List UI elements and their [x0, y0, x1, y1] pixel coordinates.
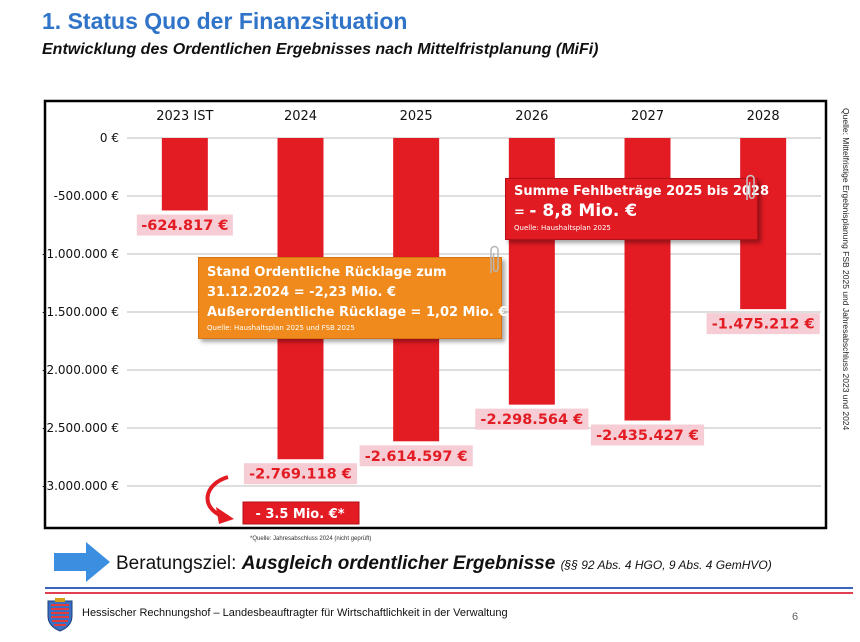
category-label: 2024 — [284, 109, 317, 124]
slide-subtitle: Entwicklung des Ordentlichen Ergebnisses… — [42, 41, 599, 58]
y-tick-label: -2.000.000 € — [42, 363, 119, 377]
data-label: -2.435.427 € — [596, 428, 699, 444]
y-tick-label: -1.000.000 € — [42, 247, 119, 261]
deficit-line-1: Summe Fehlbeträge 2025 bis 2028 — [514, 184, 770, 199]
deficit-source: Quelle: Haushaltsplan 2025 — [514, 224, 611, 232]
data-label: -2.769.118 € — [249, 467, 352, 483]
source-note-vertical: Quelle: Mittelfristige Ergebnisplanung F… — [841, 108, 851, 431]
data-label: -624.817 € — [141, 218, 228, 234]
category-label: 2028 — [747, 109, 780, 124]
category-label: 2027 — [631, 109, 664, 124]
x-axis-categories: 2023 IST 2024 2025 2026 2027 2028 — [156, 109, 780, 124]
paperclip-icon — [490, 245, 499, 273]
deficit-total: - 8,8 Mio. € — [529, 201, 638, 221]
annotation-box — [242, 501, 360, 525]
y-tick-label: -3.000.000 € — [42, 479, 119, 493]
goal-statement: Beratungsziel: Ausgleich ordentlicher Er… — [116, 553, 772, 575]
y-tick-label: -2.500.000 € — [42, 421, 119, 435]
category-label: 2026 — [515, 109, 548, 124]
reserve-line-3: Außerordentliche Rücklage = 1,02 Mio. € — [207, 305, 508, 320]
data-label-background — [243, 463, 358, 485]
data-label: -2.298.564 € — [480, 412, 583, 428]
data-label: -1.475.212 € — [712, 317, 815, 333]
reserve-source: Quelle: Haushaltsplan 2025 und FSB 2025 — [207, 324, 355, 332]
bar — [161, 138, 208, 211]
annotation-label: - 3.5 Mio. €* — [255, 507, 344, 522]
paperclip-icon — [746, 174, 755, 200]
slide-title: 1. Status Quo der Finanzsituation — [42, 8, 408, 34]
curved-arrow-icon — [205, 475, 234, 524]
divider-blue — [45, 587, 853, 589]
category-label: 2025 — [400, 109, 433, 124]
y-tick-label: 0 € — [100, 131, 119, 145]
reserve-info-box: Stand Ordentliche Rücklage zum 31.12.202… — [198, 257, 508, 339]
y-tick-label: -500.000 € — [54, 189, 119, 203]
hesse-crest-icon — [47, 598, 73, 632]
footnote: *Quelle: Jahresabschluss 2024 (nicht gep… — [250, 536, 372, 542]
right-arrow-icon — [54, 542, 110, 582]
reserve-line-1: Stand Ordentliche Rücklage zum — [207, 265, 447, 280]
y-axis-ticks: 0 € -500.000 € -1.000.000 € -1.500.000 € -2.… — [42, 131, 119, 493]
page-number: 6 — [792, 611, 799, 623]
reserve-line-2: 31.12.2024 = -2,23 Mio. € — [207, 285, 397, 300]
deficit-info-box: Summe Fehlbeträge 2025 bis 2028 = - 8,8 … — [505, 178, 770, 240]
goal-legal-reference: (§§ 92 Abs. 4 HGO, 9 Abs. 4 GemHVO) — [560, 558, 772, 572]
data-label-background — [475, 408, 589, 430]
data-label-background — [359, 445, 473, 467]
category-label: 2023 IST — [156, 109, 213, 124]
data-label-background — [590, 424, 705, 446]
data-label-background — [136, 214, 233, 236]
data-label-background — [706, 313, 820, 335]
divider-red — [45, 592, 853, 594]
deficit-prefix: = — [514, 205, 530, 220]
y-tick-label: -1.500.000 € — [42, 305, 119, 319]
footer-organization: Hessischer Rechnungshof – Landesbeauftra… — [82, 607, 508, 619]
goal-label: Beratungsziel: — [116, 553, 242, 574]
deficit-line-2: = - 8,8 Mio. € — [514, 201, 749, 223]
data-label: -2.614.597 € — [365, 449, 468, 465]
data-labels: -624.817 € -2.769.118 € -2.614.597 € -2.298… — [136, 214, 820, 485]
goal-emphasis: Ausgleich ordentlicher Ergebnisse — [241, 553, 556, 574]
